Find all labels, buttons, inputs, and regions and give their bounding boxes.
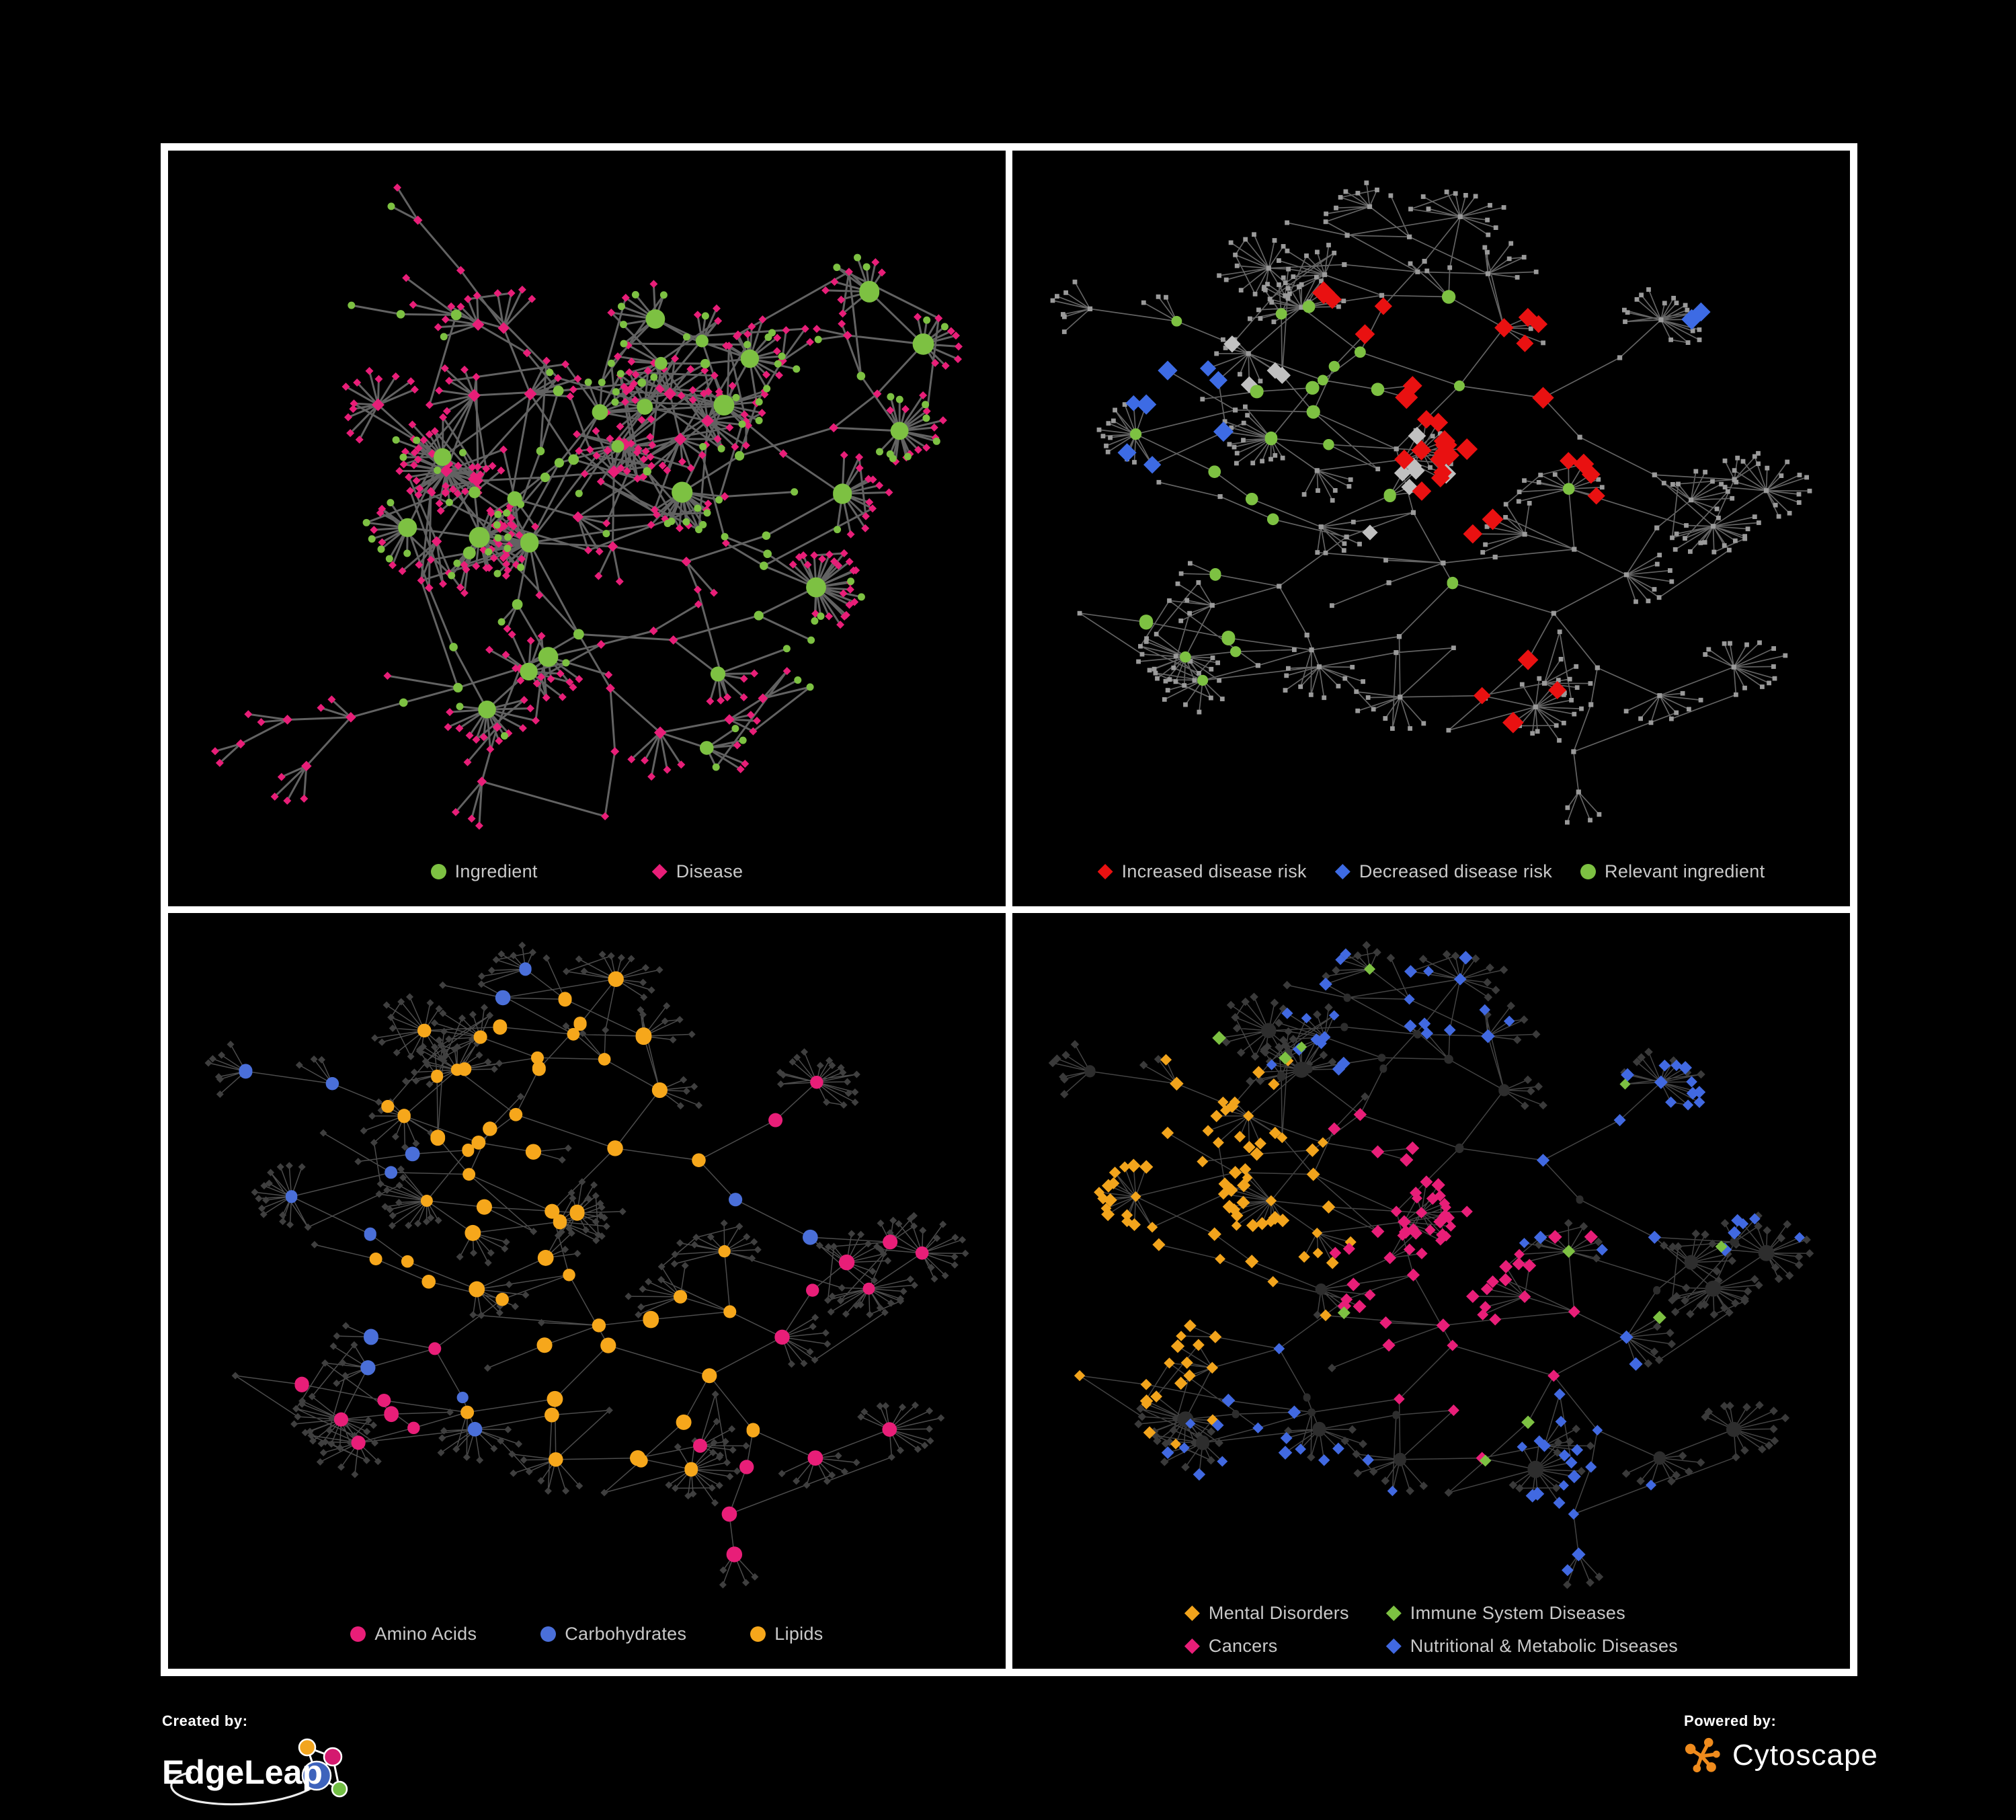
diamond-swatch-icon — [651, 864, 668, 879]
legend-label: Cancers — [1208, 1636, 1278, 1656]
legend-item-mental-disorders: Mental Disorders — [1184, 1603, 1349, 1624]
cytoscape-credit: Powered by: Cytosc — [1684, 1712, 1878, 1777]
edgeleap-node-blue — [301, 1760, 332, 1791]
legend-item-carbohydrates: Carbohydrates — [540, 1624, 686, 1645]
edgeleap-wordmark: EdgeLeap — [162, 1753, 323, 1791]
legend-item-cancers: Cancers — [1184, 1636, 1349, 1657]
ingredient-nodes — [348, 202, 949, 771]
disease-class-legend: Mental Disorders Immune System Diseases Ca… — [1012, 1603, 1850, 1657]
edgeleap-swoosh — [170, 1771, 322, 1806]
circle-swatch-icon — [350, 1626, 366, 1642]
panel-disease-class-network: Mental Disorders Immune System Diseases Ca… — [1012, 913, 1850, 1669]
highlight-nodes-0 — [1223, 335, 1457, 541]
powered-by-label: Powered by: — [1684, 1712, 1777, 1729]
legend-item-decreased-disease-risk: Decreased disease risk — [1334, 861, 1553, 882]
circle-swatch-icon — [540, 1626, 557, 1642]
edges-layer — [1052, 182, 1810, 823]
panel-disease-risk-network: Increased disease risk Decreased disease … — [1012, 151, 1850, 906]
legend-label: Mental Disorders — [1208, 1603, 1349, 1623]
legend-item-immune-system-diseases: Immune System Diseases — [1385, 1603, 1678, 1624]
cytoscape-wordmark: Cytoscape — [1732, 1739, 1878, 1772]
panel-nutrient-class-network: Amino Acids Carbohydrates Lipids — [168, 913, 1006, 1669]
legend-label: Decreased disease risk — [1359, 861, 1553, 881]
highlight-nodes-0 — [1074, 1054, 1357, 1450]
legend-label: Increased disease risk — [1121, 861, 1307, 881]
legend-label: Relevant ingredient — [1605, 861, 1765, 881]
nutrient-class-legend: Amino Acids Carbohydrates Lipids — [168, 1624, 1006, 1645]
highlight-nodes-0 — [369, 971, 760, 1477]
disease-class-network-graph — [1048, 941, 1814, 1589]
edgeleap-node-orange — [298, 1738, 317, 1757]
legend-label: Nutritional & Metabolic Diseases — [1410, 1636, 1679, 1656]
diamond-swatch-icon — [1184, 1606, 1200, 1621]
legend-item-lipids: Lipids — [750, 1624, 823, 1645]
edgeleap-glyph-nodes — [298, 1738, 348, 1798]
diamond-swatch-icon — [1385, 1606, 1402, 1621]
legend-item-ingredient: Ingredient — [430, 861, 538, 882]
circle-swatch-icon — [750, 1626, 766, 1642]
diamond-swatch-icon — [1184, 1638, 1200, 1654]
highlight-nodes-5 — [1473, 649, 1567, 734]
edgeleap-node-pink — [323, 1747, 343, 1767]
highlight-nodes-1 — [1328, 1107, 1598, 1464]
legend-label: Disease — [676, 861, 743, 881]
circle-swatch-icon — [430, 864, 446, 879]
base-internal-nodes — [1084, 993, 1775, 1478]
legend-label: Immune System Diseases — [1410, 1603, 1625, 1623]
edges-layer — [214, 187, 959, 826]
base-internal-nodes — [1087, 204, 1769, 795]
cytoscape-icon — [1685, 1737, 1720, 1773]
edgeleap-node-green — [331, 1780, 348, 1798]
legend-item-disease: Disease — [651, 861, 743, 882]
legend-item-nutritional-metabolic-diseases: Nutritional & Metabolic Diseases — [1385, 1636, 1679, 1657]
created-by-label: Created by: — [162, 1712, 248, 1729]
nutrient-class-network-graph — [204, 941, 969, 1589]
legend-label: Amino Acids — [374, 1624, 477, 1644]
panel-ingredient-disease-network: Ingredient Disease — [168, 151, 1006, 906]
disease-risk-network-graph — [1050, 180, 1812, 825]
ingredient-disease-network-graph — [211, 183, 963, 830]
legend-item-amino-acids: Amino Acids — [350, 1624, 477, 1645]
legend-item-increased-disease-risk: Increased disease risk — [1097, 861, 1307, 882]
circle-swatch-icon — [1580, 864, 1597, 879]
legend-item-relevant-ingredient: Relevant ingredient — [1580, 861, 1765, 882]
highlight-nodes-1 — [1130, 290, 1575, 686]
diamond-swatch-icon — [1385, 1638, 1402, 1654]
ingredient-disease-legend: Ingredient Disease — [168, 861, 1006, 882]
edgeleap-logo: EdgeLeap — [162, 1738, 348, 1806]
diamond-swatch-icon — [1334, 864, 1350, 879]
cytoscape-icon-nodes — [1685, 1737, 1720, 1773]
cytoscape-logo-row: Cytoscape — [1684, 1734, 1878, 1777]
legend-label: Lipids — [774, 1624, 823, 1644]
disease-risk-legend: Increased disease risk Decreased disease … — [1012, 861, 1850, 882]
highlight-nodes-4 — [1312, 281, 1605, 544]
diamond-swatch-icon — [1097, 864, 1113, 879]
highlight-nodes-2 — [360, 1329, 378, 1376]
highlight-nodes-2 — [1161, 948, 1805, 1577]
legend-label: Ingredient — [454, 861, 538, 881]
edgeleap-credit: Created by: EdgeLeap — [162, 1712, 364, 1809]
network-grid-frame: Ingredient Disease Increased disease risk… — [161, 143, 1857, 1676]
highlight-nodes-3 — [1681, 302, 1711, 330]
legend-label: Carbohydrates — [565, 1624, 687, 1644]
